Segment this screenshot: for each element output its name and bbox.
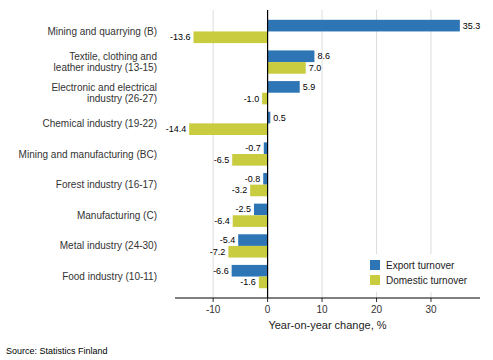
bar [268, 50, 315, 62]
tick-mark [267, 298, 268, 302]
bar [262, 93, 267, 105]
data-labels: -6.6 -5.4 -2.5 -0.8 -0.7 0.5 5.9 8.6 35.3 -1.6 -7.… [166, 21, 481, 288]
data-label: -0.8 [245, 174, 261, 184]
bar [232, 154, 267, 166]
data-label: -3.2 [232, 185, 248, 195]
x-axis-line [175, 298, 480, 299]
legend-swatch [370, 260, 380, 270]
data-label: -5.4 [220, 235, 236, 245]
x-axis-label: Year-on-year change, % [268, 319, 386, 331]
category-label: Electronic and electricalindustry (26-27… [51, 82, 157, 104]
background [0, 0, 493, 360]
category-label: Chemical industry (19-22) [43, 118, 158, 129]
data-label: -6.6 [213, 266, 229, 276]
legend-swatch [370, 275, 380, 285]
tick-mark [322, 298, 323, 302]
category-label: Mining and quarrying (B) [48, 26, 158, 37]
bar [259, 277, 268, 289]
bar [268, 20, 460, 32]
category-label: Food industry (10-11) [62, 271, 157, 282]
bar [268, 62, 306, 74]
data-label: -1.6 [240, 277, 256, 287]
category-label: Manufacturing (C) [77, 210, 157, 221]
category-label: Metal industry (24-30) [60, 240, 157, 251]
tick-mark [376, 298, 377, 302]
bar [254, 204, 268, 216]
tick-label: 10 [316, 304, 328, 315]
legend-background [364, 254, 476, 292]
data-label: 7.0 [309, 63, 322, 73]
tick-label: -10 [206, 304, 221, 315]
bar [228, 246, 267, 258]
tick-label: 30 [425, 304, 437, 315]
bar [268, 81, 300, 93]
tick-mark [213, 298, 214, 302]
legend: Export turnover Domestic turnover [364, 254, 476, 292]
chart-container: -10 0 10 20 30 -6.6 -5.4 -2.5 -0.8 -0.7 0.5 5.9 8.6 3… [0, 0, 493, 360]
data-label: -1.0 [244, 94, 260, 104]
data-label: -0.7 [245, 143, 261, 153]
bar [263, 173, 267, 185]
bar [189, 123, 267, 135]
data-label: -2.5 [235, 204, 251, 214]
data-label: -7.2 [210, 247, 226, 257]
bar [233, 215, 268, 227]
bar [194, 31, 268, 43]
chart-svg: -10 0 10 20 30 -6.6 -5.4 -2.5 -0.8 -0.7 0.5 5.9 8.6 3… [0, 0, 493, 360]
tick-label: 20 [371, 304, 383, 315]
bar [250, 185, 267, 197]
tick-mark [430, 298, 431, 302]
legend-label: Export turnover [386, 260, 455, 271]
category-label: Mining and manufacturing (BC) [19, 149, 157, 160]
legend-label: Domestic turnover [386, 275, 468, 286]
bars [189, 20, 460, 288]
data-label: 35.3 [463, 21, 481, 31]
data-label: -14.4 [166, 124, 187, 134]
bar [232, 265, 268, 277]
data-label: 8.6 [317, 51, 330, 61]
data-label: 0.5 [273, 113, 286, 123]
category-label: Textile, clothing andleather industry (1… [54, 51, 157, 73]
data-label: -6.4 [214, 216, 230, 226]
annotation: Source: Statistics Finland [6, 346, 108, 356]
grid-line [267, 10, 268, 298]
x-axis: -10 0 10 20 30 [206, 298, 437, 315]
y-axis: Food industry (10-11) Metal industry (24-… [19, 26, 157, 282]
bar [238, 234, 267, 246]
category-label: Forest industry (16-17) [56, 179, 157, 190]
data-label: -13.6 [170, 32, 191, 42]
zero-line [267, 10, 268, 298]
data-label: -6.5 [214, 155, 230, 165]
data-label: 5.9 [303, 82, 316, 92]
tick-label: 0 [265, 304, 271, 315]
